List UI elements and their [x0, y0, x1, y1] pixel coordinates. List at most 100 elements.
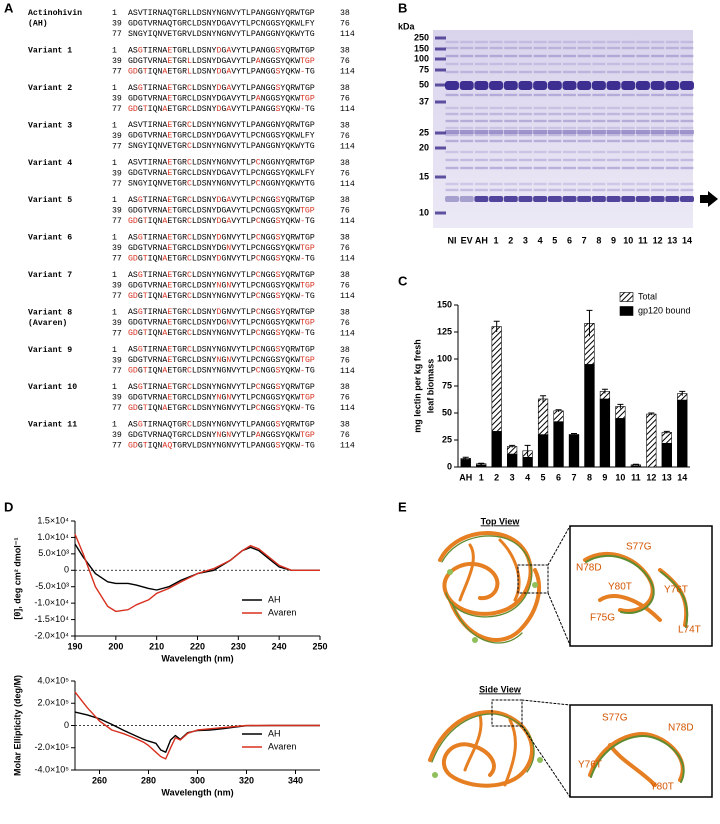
sequence: GDGTIQNAETGRCLDSNYDGAVYTLPANGGSYQKW-TG — [128, 105, 315, 114]
lane-label: NI — [448, 235, 457, 245]
marker-label: 10 — [419, 207, 429, 217]
seq-end: 38 — [340, 271, 350, 280]
gel-band — [621, 93, 635, 97]
gel-band — [621, 119, 635, 123]
gel-band — [474, 182, 488, 186]
residue-run: GD — [128, 68, 138, 77]
residue-run: TIRNA — [143, 346, 168, 355]
gel-band — [489, 54, 503, 58]
residue-run: C — [187, 329, 192, 338]
residue-run: TGP — [300, 57, 315, 66]
gel-band — [680, 106, 694, 110]
residue-run: S — [275, 47, 280, 56]
legend-swatch — [619, 306, 634, 316]
residue-run: TIRNA — [143, 84, 168, 93]
gel-band — [563, 158, 576, 162]
residue-run: - — [300, 217, 305, 226]
seq-start: 39 — [112, 431, 122, 440]
seq-start: 77 — [112, 442, 122, 451]
residue-run: TIRNA — [143, 234, 168, 243]
residue-run: S — [275, 271, 280, 280]
gel-band — [636, 133, 650, 137]
gel-band — [460, 182, 474, 186]
x-tick-label: 320 — [239, 775, 254, 785]
residue-run: TGRCLDSNYDGAVYTLPCNGGSYQKW — [172, 207, 300, 216]
residue-run: C — [256, 383, 261, 392]
residue-run: TGP — [300, 281, 315, 290]
gel-band — [665, 93, 679, 97]
gel-band — [665, 139, 679, 143]
gel-band — [562, 196, 577, 202]
gel-band — [518, 130, 533, 134]
gel-band — [504, 139, 518, 143]
residue-run: C — [256, 346, 261, 355]
residue-run: TGR — [172, 383, 187, 392]
lane-label: 1 — [494, 235, 499, 245]
residue-run: C — [187, 234, 192, 243]
residue-run: T — [143, 329, 148, 338]
residue-run: AS — [128, 47, 138, 56]
gel-band — [607, 182, 621, 186]
residue-run: A — [256, 57, 261, 66]
residue-run: G — [138, 404, 143, 413]
residue-run: E — [167, 319, 172, 328]
gel-band — [592, 46, 606, 50]
sequence: ASGTIRNAETGRCLDSNYDGAVYTLPCNGGSYQRWTGP — [128, 196, 315, 205]
panel-letter: A — [4, 0, 14, 15]
residue-run: N — [226, 319, 231, 328]
gel-band — [577, 150, 591, 154]
y-tick-label: 2.0×10⁵ — [37, 698, 69, 708]
residue-run: VYTLPANGG — [231, 105, 275, 114]
gel-band — [607, 150, 621, 154]
gel-band — [445, 81, 459, 90]
residue-label: N78D — [668, 723, 694, 734]
variant-name: Variant 1 — [28, 46, 72, 56]
residue-run: N — [216, 356, 221, 365]
gel-band — [474, 81, 489, 90]
variant-name: Variant 3 — [28, 120, 72, 130]
gel-band — [680, 93, 694, 97]
sequence: GDGTIQNAQTGRVLDSNYNGNVYTLPANGGSYQKW-TG — [128, 442, 315, 451]
residue-run: NGG — [261, 292, 276, 301]
residue-run: G — [138, 421, 143, 430]
sequence: ASVTIRNAQTGRLLDSNYNGNVYTLPANGGNYQRWTGP — [128, 9, 315, 18]
view-title: Side View — [479, 684, 522, 694]
residue-run: ETGR — [167, 68, 187, 77]
gel-band — [592, 106, 606, 110]
residue-run: ETGR — [167, 217, 187, 226]
gel-band — [607, 158, 621, 162]
gel-band — [592, 62, 606, 66]
bar — [661, 442, 672, 468]
y-tick-label: -4.0×10⁵ — [34, 764, 69, 774]
gel-band — [518, 70, 532, 74]
residue-run: GDGTVRNA — [128, 57, 167, 66]
residue-run: C — [256, 255, 261, 264]
lane-label: 13 — [667, 235, 677, 245]
gel-band — [563, 106, 576, 110]
residue-run: NGG — [261, 217, 276, 226]
residue-run: LDSNY — [192, 308, 217, 317]
variant-name: Variant 6 — [28, 233, 72, 243]
x-tick-label: AH — [459, 472, 472, 482]
x-tick-label: 5 — [541, 472, 546, 482]
sequence: GDGTVRNAETGRCLDSNYDGAVYTLPCNGGSYQKWLFY — [128, 132, 315, 141]
residue-run: TG — [305, 68, 315, 77]
lane-label: EV — [461, 235, 473, 245]
residue-run: E — [167, 84, 172, 93]
gel-band — [518, 112, 532, 116]
seq-start: 39 — [112, 20, 122, 29]
error-bar — [540, 395, 547, 403]
residue-run: IQN — [148, 404, 163, 413]
residue-run: C — [256, 308, 261, 317]
bar — [568, 434, 580, 468]
gel-band — [621, 150, 635, 154]
residue-run: NGG — [261, 255, 276, 264]
error-bar — [524, 444, 531, 457]
residue-label: N78D — [576, 563, 602, 574]
marker-label: 75 — [419, 64, 429, 74]
residue-run: GD — [128, 292, 138, 301]
gel-band — [650, 130, 665, 134]
gel-band — [680, 54, 694, 58]
gel-band — [665, 46, 679, 50]
gel-band — [577, 196, 592, 202]
